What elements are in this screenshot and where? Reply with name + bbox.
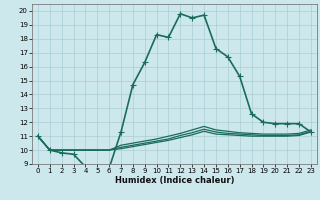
X-axis label: Humidex (Indice chaleur): Humidex (Indice chaleur) [115, 176, 234, 185]
